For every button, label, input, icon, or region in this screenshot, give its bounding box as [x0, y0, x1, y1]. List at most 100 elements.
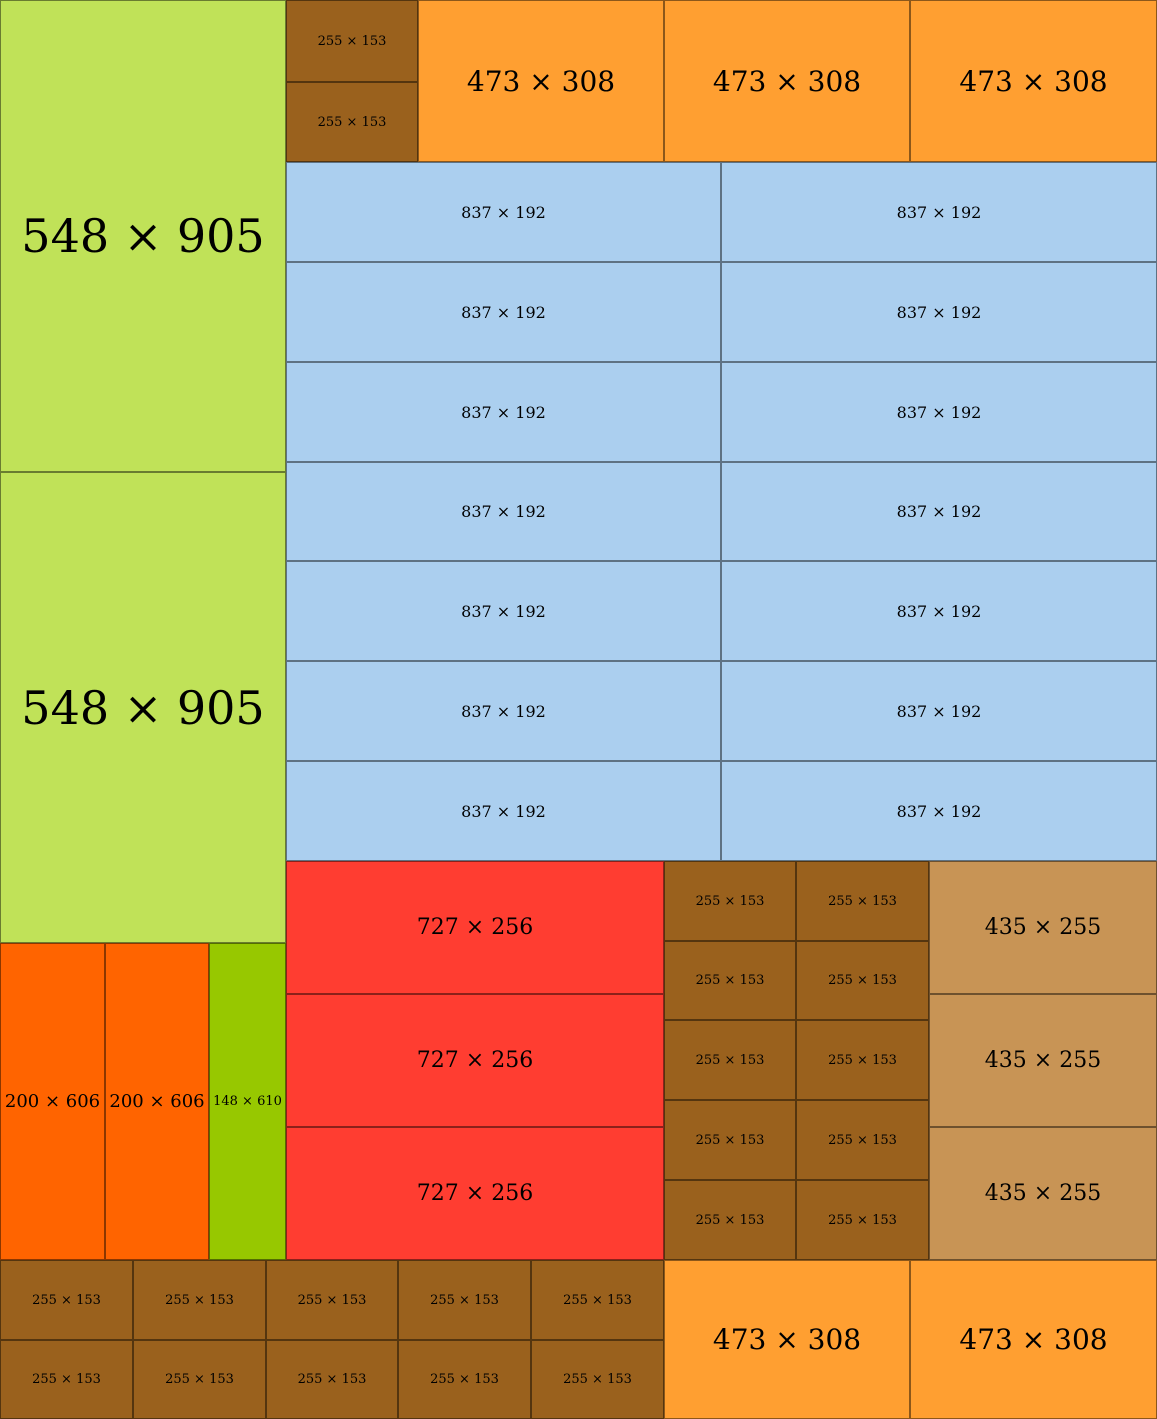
piece-label: 255 × 153	[297, 1292, 367, 1308]
piece-label: 435 × 255	[984, 915, 1102, 940]
piece-label: 473 × 308	[466, 64, 616, 98]
piece-837x192: 837 × 192	[721, 661, 1157, 761]
piece-255x153: 255 × 153	[531, 1340, 664, 1419]
piece-label: 837 × 192	[896, 502, 982, 521]
piece-label: 548 × 905	[21, 680, 265, 735]
piece-label: 837 × 192	[896, 801, 982, 821]
piece-255x153: 255 × 153	[398, 1340, 531, 1419]
piece-435x255: 435 × 255	[929, 994, 1157, 1127]
piece-255x153: 255 × 153	[133, 1260, 266, 1340]
piece-label: 255 × 153	[297, 1372, 367, 1387]
piece-200x606: 200 × 606	[105, 943, 209, 1260]
piece-label: 148 × 610	[213, 1094, 282, 1109]
piece-255x153: 255 × 153	[664, 1020, 796, 1100]
piece-label: 837 × 192	[896, 402, 982, 422]
piece-label: 837 × 192	[896, 302, 982, 322]
piece-473x308: 473 × 308	[910, 0, 1157, 162]
piece-label: 255 × 153	[430, 1292, 499, 1308]
piece-837x192: 837 × 192	[721, 362, 1157, 462]
piece-label: 837 × 192	[896, 601, 982, 621]
piece-label: 255 × 153	[165, 1372, 234, 1387]
piece-148x610: 148 × 610	[209, 943, 286, 1260]
piece-label: 255 × 153	[563, 1372, 632, 1387]
piece-255x153: 255 × 153	[796, 1020, 929, 1100]
piece-255x153: 255 × 153	[664, 1100, 796, 1180]
piece-837x192: 837 × 192	[721, 462, 1157, 561]
piece-label: 727 × 256	[416, 915, 534, 940]
piece-label: 255 × 153	[828, 1052, 897, 1068]
piece-837x192: 837 × 192	[286, 362, 721, 462]
piece-255x153: 255 × 153	[398, 1260, 531, 1340]
piece-727x256: 727 × 256	[286, 861, 664, 994]
piece-727x256: 727 × 256	[286, 1127, 664, 1260]
piece-548x905: 548 × 905	[0, 0, 286, 472]
piece-label: 255 × 153	[695, 973, 765, 988]
piece-label: 473 × 308	[959, 64, 1108, 98]
piece-473x308: 473 × 308	[418, 0, 664, 162]
piece-255x153: 255 × 153	[286, 0, 418, 82]
piece-255x153: 255 × 153	[796, 1180, 929, 1260]
piece-435x255: 435 × 255	[929, 861, 1157, 994]
piece-548x905: 548 × 905	[0, 472, 286, 943]
piece-label: 255 × 153	[317, 114, 387, 130]
piece-200x606: 200 × 606	[0, 943, 105, 1260]
piece-255x153: 255 × 153	[266, 1340, 398, 1419]
piece-label: 837 × 192	[896, 202, 982, 222]
piece-255x153: 255 × 153	[664, 1180, 796, 1260]
piece-label: 255 × 153	[828, 973, 897, 988]
piece-label: 837 × 192	[461, 502, 546, 521]
piece-837x192: 837 × 192	[286, 462, 721, 561]
piece-label: 200 × 606	[4, 1091, 101, 1112]
piece-255x153: 255 × 153	[286, 82, 418, 162]
piece-label: 473 × 308	[712, 64, 862, 98]
piece-label: 837 × 192	[461, 801, 546, 821]
piece-837x192: 837 × 192	[286, 661, 721, 761]
piece-label: 200 × 606	[109, 1091, 205, 1112]
piece-label: 255 × 153	[828, 1132, 897, 1148]
piece-label: 255 × 153	[165, 1292, 234, 1308]
piece-837x192: 837 × 192	[286, 561, 721, 661]
piece-label: 255 × 153	[695, 1132, 765, 1148]
piece-label: 837 × 192	[461, 701, 546, 721]
piece-label: 255 × 153	[828, 1212, 897, 1228]
piece-label: 837 × 192	[461, 402, 546, 422]
piece-label: 727 × 256	[416, 1048, 534, 1073]
piece-label: 548 × 905	[21, 209, 265, 263]
piece-255x153: 255 × 153	[0, 1260, 133, 1340]
piece-837x192: 837 × 192	[286, 162, 721, 262]
piece-837x192: 837 × 192	[286, 761, 721, 861]
piece-473x308: 473 × 308	[664, 0, 910, 162]
piece-435x255: 435 × 255	[929, 1127, 1157, 1260]
piece-255x153: 255 × 153	[133, 1340, 266, 1419]
piece-label: 255 × 153	[32, 1292, 101, 1308]
piece-255x153: 255 × 153	[664, 861, 796, 941]
piece-837x192: 837 × 192	[721, 561, 1157, 661]
piece-label: 837 × 192	[461, 302, 546, 322]
piece-label: 255 × 153	[430, 1372, 499, 1387]
piece-255x153: 255 × 153	[664, 941, 796, 1020]
piece-label: 255 × 153	[695, 893, 765, 909]
piece-255x153: 255 × 153	[0, 1340, 133, 1419]
piece-255x153: 255 × 153	[266, 1260, 398, 1340]
piece-473x308: 473 × 308	[910, 1260, 1157, 1419]
piece-837x192: 837 × 192	[721, 761, 1157, 861]
piece-label: 255 × 153	[32, 1372, 101, 1387]
piece-label: 255 × 153	[695, 1052, 765, 1068]
piece-255x153: 255 × 153	[796, 941, 929, 1020]
piece-727x256: 727 × 256	[286, 994, 664, 1127]
piece-label: 837 × 192	[461, 202, 546, 222]
piece-837x192: 837 × 192	[721, 262, 1157, 362]
piece-label: 255 × 153	[317, 33, 387, 49]
piece-label: 435 × 255	[984, 1048, 1102, 1073]
piece-label: 473 × 308	[959, 1323, 1108, 1356]
piece-label: 837 × 192	[896, 701, 982, 721]
piece-473x308: 473 × 308	[664, 1260, 910, 1419]
piece-label: 473 × 308	[712, 1323, 862, 1356]
piece-255x153: 255 × 153	[531, 1260, 664, 1340]
piece-837x192: 837 × 192	[721, 162, 1157, 262]
piece-label: 255 × 153	[695, 1212, 765, 1228]
piece-837x192: 837 × 192	[286, 262, 721, 362]
piece-label: 435 × 255	[984, 1181, 1102, 1206]
piece-label: 727 × 256	[416, 1181, 534, 1206]
